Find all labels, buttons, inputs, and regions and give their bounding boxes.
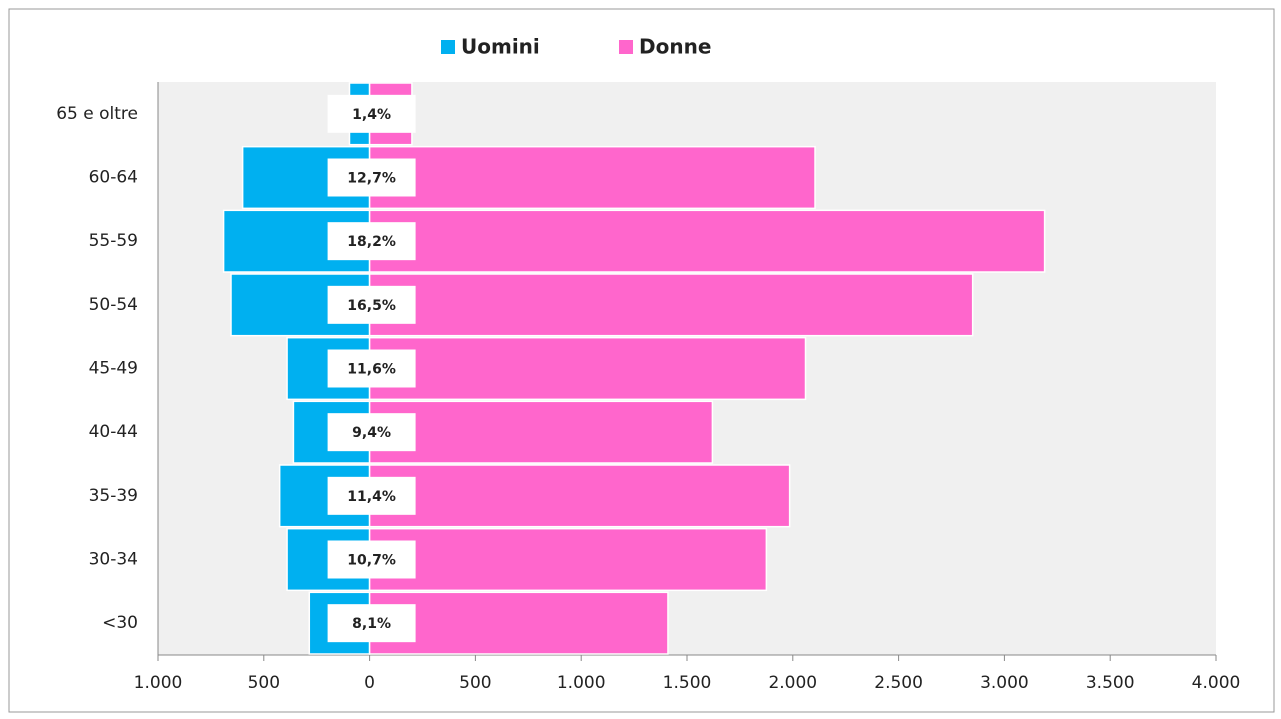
share-label: 8,1%	[352, 616, 391, 632]
bar	[368, 336, 807, 401]
y-tick-label: 40-44	[89, 422, 138, 442]
y-tick-label: 60-64	[89, 168, 138, 188]
y-tick-label: 30-34	[89, 550, 138, 570]
share-label: 16,5%	[347, 298, 396, 314]
bar	[368, 527, 768, 592]
share-label: 1,4%	[352, 107, 391, 123]
share-label: 18,2%	[347, 234, 396, 250]
legend-swatch	[619, 40, 633, 54]
x-tick-label: 500	[248, 673, 280, 693]
share-box	[327, 222, 416, 261]
share-box	[327, 285, 416, 324]
x-tick-label: 500	[459, 673, 491, 693]
y-tick-label: 50-54	[89, 295, 138, 315]
share-box	[327, 94, 416, 133]
x-tick-label: 1.000	[134, 673, 183, 693]
y-tick-label: 35-39	[89, 486, 138, 506]
legend-label: Uomini	[461, 35, 540, 59]
bar	[368, 400, 714, 464]
share-label: 10,7%	[347, 553, 396, 569]
x-tick-label: 1.500	[663, 673, 712, 693]
x-tick-label: 0	[364, 673, 375, 693]
share-box	[327, 413, 416, 452]
y-tick-label: 55-59	[89, 231, 138, 251]
y-tick-label: 65 e oltre	[56, 104, 138, 124]
x-tick-label: 2.500	[874, 673, 923, 693]
bar	[368, 591, 669, 655]
share-label: 9,4%	[352, 425, 391, 441]
x-tick-label: 4.000	[1192, 673, 1241, 693]
share-label: 11,4%	[347, 489, 396, 505]
x-tick-label: 2.000	[768, 673, 817, 693]
share-label: 11,6%	[347, 362, 396, 378]
bar	[368, 273, 974, 337]
share-box	[327, 349, 416, 388]
share-box	[327, 604, 416, 643]
share-box	[327, 158, 416, 197]
share-box	[327, 540, 416, 579]
x-tick-label: 3.000	[980, 673, 1029, 693]
share-label: 12,7%	[347, 171, 396, 187]
share-box	[327, 476, 416, 515]
bar	[368, 464, 791, 528]
y-tick-label: 45-49	[89, 359, 138, 379]
bar	[368, 209, 1046, 273]
legend-label: Donne	[639, 35, 711, 59]
legend-swatch	[441, 40, 455, 54]
y-tick-label: <30	[102, 613, 138, 633]
bar	[368, 145, 816, 210]
x-tick-label: 1.000	[557, 673, 606, 693]
x-tick-label: 3.500	[1086, 673, 1135, 693]
